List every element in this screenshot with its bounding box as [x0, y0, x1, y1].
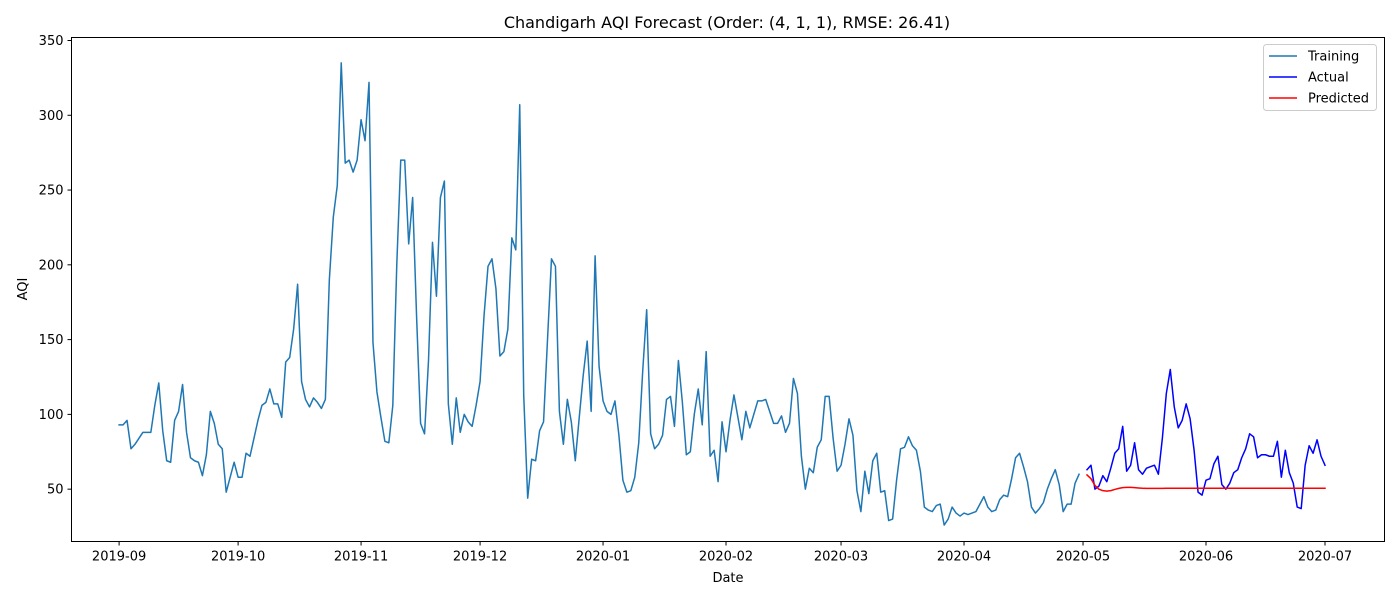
series-line-predicted	[1085, 473, 1326, 492]
y-axis: 50 100 150 200 250 300 350	[39, 34, 72, 498]
legend-label-actual: Actual	[1308, 71, 1349, 86]
y-tick-label: 50	[47, 483, 64, 498]
y-tick-label: 150	[39, 333, 64, 348]
x-tick-label: 2020-06	[1179, 550, 1233, 565]
y-tick-label: 350	[39, 34, 64, 49]
x-tick-label: 2019-12	[453, 550, 507, 565]
x-axis: 2019-09 2019-10 2019-11 2019-12 2020-01 2020-…	[92, 541, 1352, 565]
plot-area	[71, 37, 1385, 542]
legend-label-predicted: Predicted	[1308, 92, 1369, 107]
x-tick-label: 2020-07	[1298, 550, 1352, 565]
x-tick-label: 2020-04	[937, 550, 991, 565]
x-tick-label: 2020-05	[1056, 550, 1110, 565]
x-tick-label: 2019-11	[334, 550, 388, 565]
y-tick-label: 200	[39, 258, 64, 273]
y-tick-label: 100	[39, 408, 64, 423]
chart-title: Chandigarh AQI Forecast (Order: (4, 1, 1…	[504, 13, 950, 32]
y-axis-label: AQI	[16, 278, 31, 301]
legend-box	[1263, 44, 1377, 111]
legend: Training Actual Predicted	[1263, 44, 1377, 111]
series-line-actual	[1085, 368, 1326, 510]
x-tick-label: 2019-10	[211, 550, 265, 565]
series-lines	[118, 62, 1326, 526]
series-line-training	[118, 62, 1081, 526]
y-tick-label: 300	[39, 109, 64, 124]
x-tick-label: 2019-09	[92, 550, 146, 565]
legend-label-training: Training	[1307, 50, 1359, 65]
x-tick-label: 2020-02	[699, 550, 753, 565]
x-axis-label: Date	[712, 571, 743, 586]
x-tick-label: 2020-01	[576, 550, 630, 565]
x-tick-label: 2020-03	[814, 550, 868, 565]
y-tick-label: 250	[39, 184, 64, 199]
plot-frame	[71, 37, 1385, 542]
